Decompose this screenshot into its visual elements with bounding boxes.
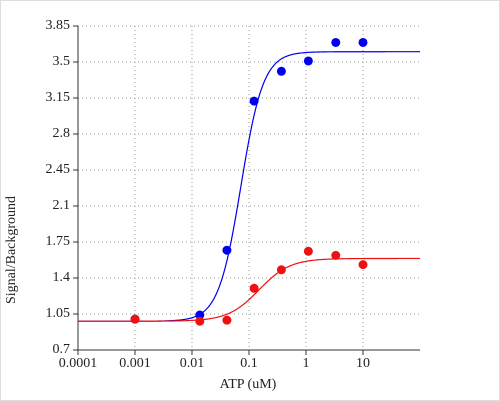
data-point bbox=[249, 283, 259, 293]
data-point bbox=[195, 316, 205, 326]
y-tick-label: 1.05 bbox=[46, 306, 71, 321]
y-tick-label: 0.7 bbox=[53, 342, 71, 357]
data-point bbox=[358, 37, 368, 47]
y-tick-label: 3.85 bbox=[46, 18, 71, 33]
x-tick-label: 0.0001 bbox=[59, 356, 98, 371]
data-point bbox=[195, 310, 205, 320]
data-point bbox=[331, 37, 341, 47]
data-point bbox=[358, 260, 368, 270]
x-tick-label: 0.01 bbox=[180, 356, 205, 371]
y-tick-label: 2.8 bbox=[53, 126, 71, 141]
y-tick-label: 3.5 bbox=[53, 54, 71, 69]
data-point bbox=[276, 66, 286, 76]
data-point bbox=[331, 250, 341, 260]
x-axis-label: ATP (uM) bbox=[220, 377, 277, 392]
data-point bbox=[249, 96, 259, 106]
data-point bbox=[222, 245, 232, 255]
data-point bbox=[303, 56, 313, 66]
data-point bbox=[222, 315, 232, 325]
x-tick-label: 1 bbox=[303, 356, 310, 371]
x-tick-label: 0.1 bbox=[240, 356, 258, 371]
data-point bbox=[130, 314, 140, 324]
y-tick-label: 3.15 bbox=[46, 90, 71, 105]
data-point bbox=[303, 246, 313, 256]
x-tick-label: 0.001 bbox=[119, 356, 151, 371]
data-point bbox=[276, 265, 286, 275]
y-tick-label: 2.45 bbox=[46, 162, 71, 177]
y-tick-label: 1.75 bbox=[46, 234, 71, 249]
x-tick-label: 10 bbox=[356, 356, 370, 371]
y-tick-label: 2.1 bbox=[53, 198, 71, 213]
y-tick-label: 1.4 bbox=[53, 270, 71, 285]
y-axis-label: Signal/Background bbox=[4, 196, 19, 304]
